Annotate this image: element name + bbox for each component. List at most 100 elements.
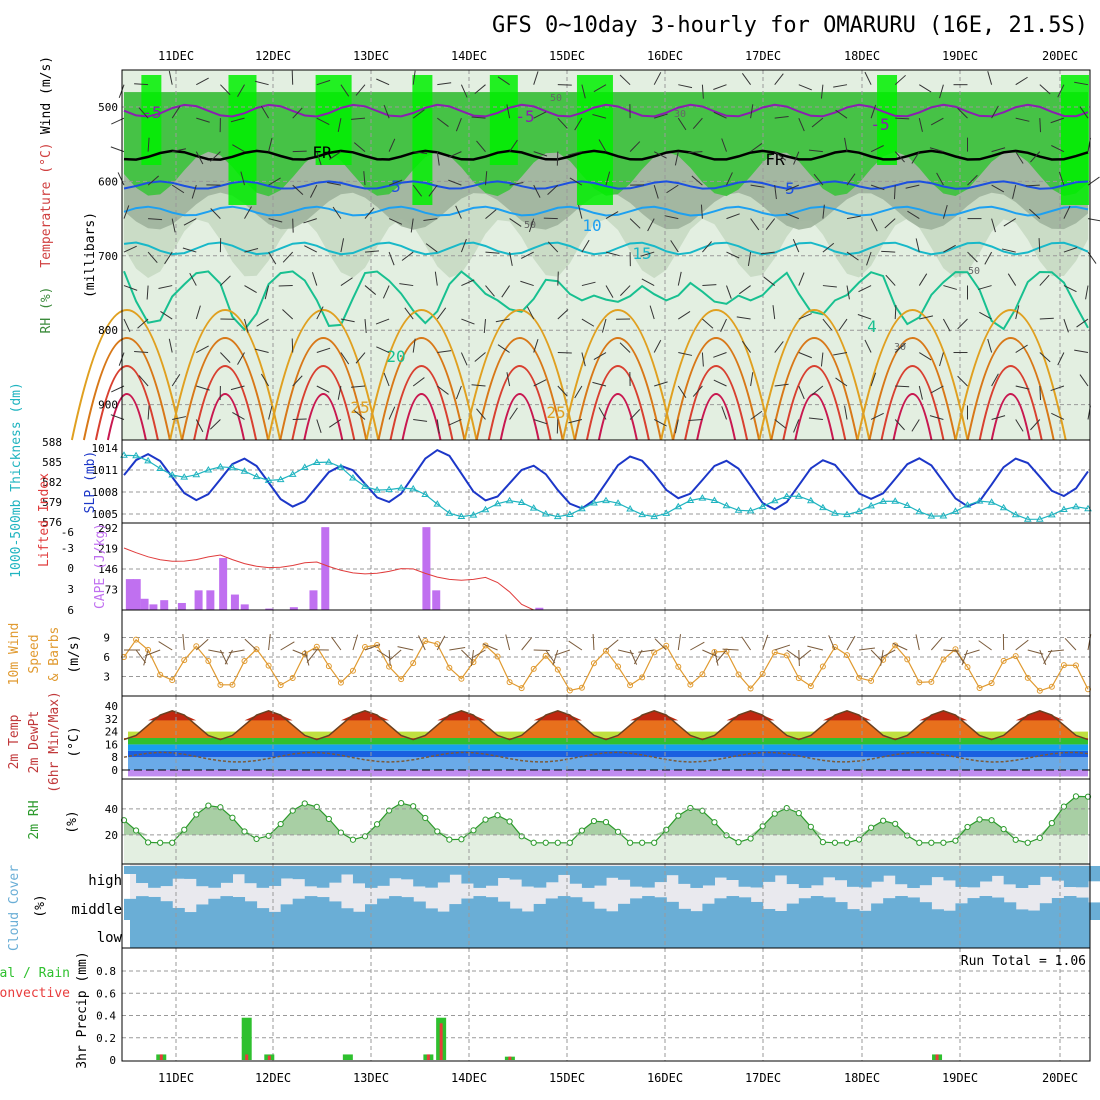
panel-cape-frame <box>121 522 1091 611</box>
rh-marker <box>169 839 176 846</box>
wind-barb-10m <box>195 638 209 651</box>
wind-speed-marker <box>133 636 140 643</box>
wind-barb-10m <box>352 634 359 651</box>
wind-barb <box>930 385 944 394</box>
rh-marker <box>301 800 308 807</box>
thickness-marker <box>144 456 152 464</box>
cloud-mid-cell <box>292 898 306 920</box>
cape-bar <box>177 602 186 610</box>
wind-barb-10m <box>774 644 791 651</box>
wind-barb <box>413 418 428 422</box>
wind-barb <box>864 339 872 353</box>
thickness-marker <box>276 475 285 483</box>
rh-marker <box>132 827 140 834</box>
cloud-mid-cell <box>726 896 740 920</box>
dewpoint-line <box>123 751 1089 763</box>
wind-barb <box>881 250 896 253</box>
wind-barb <box>1074 349 1089 354</box>
warm-isotherm <box>205 393 246 441</box>
warm-isotherm <box>377 337 466 441</box>
wind-barb <box>601 318 607 333</box>
contour-label: FR <box>765 150 785 169</box>
wind-barb <box>244 318 249 333</box>
wind-barb <box>282 309 294 320</box>
wind-barb <box>629 218 641 229</box>
thickness-marker <box>843 510 851 518</box>
wind-speed-marker <box>193 643 200 650</box>
wind-barb <box>260 105 270 119</box>
thickness-marker <box>505 496 514 504</box>
wind-barb <box>844 405 848 420</box>
cloud-high-cell <box>497 866 511 879</box>
cloud-mid-cell <box>220 896 233 920</box>
wind-barb <box>785 212 799 220</box>
wind-barb <box>629 141 641 152</box>
wind-barb-10m <box>143 649 149 666</box>
wind-barb <box>268 218 283 223</box>
cloud-high-cell <box>256 866 270 888</box>
wind-speed-marker <box>313 643 320 650</box>
cloud-high-cell <box>557 866 571 875</box>
warm-isotherm <box>990 393 1031 441</box>
wind-barb-10m <box>306 649 318 663</box>
cloud-high-cell <box>883 866 896 876</box>
cloud-level-label: middle <box>71 902 122 918</box>
warm-isotherm <box>267 309 380 441</box>
wind-barb <box>1030 151 1041 163</box>
wind-barb <box>183 218 197 226</box>
rh-marker <box>795 810 802 817</box>
warm-isotherm <box>770 337 859 441</box>
date-label-bottom: 11DEC <box>158 1071 194 1085</box>
wind-barb-10m <box>521 637 533 651</box>
contour-label: FR <box>312 143 332 162</box>
cloud-high-cell <box>304 866 318 887</box>
warm-isotherm <box>561 309 674 441</box>
contour-label: 50 <box>524 220 536 231</box>
rh-marker <box>578 827 586 834</box>
warm-isotherm <box>954 309 1067 441</box>
wind-barb <box>811 385 824 396</box>
cloud-mid-cell <box>774 911 788 920</box>
wind-barb <box>592 114 607 119</box>
date-label-bottom: 14DEC <box>451 1071 487 1085</box>
wind-barb <box>593 352 607 360</box>
wind-speed-marker <box>1012 653 1019 660</box>
wind-barb <box>1001 248 1016 253</box>
wind-barb <box>412 70 416 85</box>
cloud-high-cell <box>509 866 523 880</box>
wind-barb <box>688 151 703 154</box>
wind-barb <box>327 181 341 186</box>
wind-barb <box>884 218 896 229</box>
wind-barb-10m <box>552 649 559 666</box>
wind-barb <box>533 339 539 353</box>
cloud-mid-cell <box>461 898 474 920</box>
wind-barb <box>654 381 668 387</box>
cloud-high-cell <box>991 866 1005 876</box>
cloud-mid-cell <box>666 901 679 920</box>
tick-label: 0 <box>109 1054 116 1067</box>
wind-barb <box>147 251 158 263</box>
wind-barb <box>303 218 317 224</box>
wind-barb <box>506 372 511 387</box>
wind-speed-marker <box>1060 662 1067 669</box>
warm-isotherm <box>758 309 871 441</box>
cloud-mid-cell <box>630 898 643 920</box>
cloud-mid-cell <box>425 908 438 920</box>
wind-barb <box>905 184 920 189</box>
rh-marker <box>422 814 429 822</box>
rh-marker <box>313 803 320 810</box>
rh-high-patch <box>228 75 257 205</box>
thickness-marker <box>469 511 478 518</box>
rh-marker <box>843 839 851 846</box>
wind-barb <box>713 84 727 90</box>
wind-barb <box>1039 118 1042 133</box>
date-label-top: 12DEC <box>255 49 291 63</box>
cloud-high-cell <box>786 866 800 885</box>
wind-barb <box>147 405 150 420</box>
wind-barb <box>123 285 138 291</box>
rh-marker <box>831 839 839 846</box>
wind-barb <box>455 205 462 219</box>
wind-barb-10m <box>715 649 727 663</box>
wind-barb-10m <box>690 641 705 651</box>
cloud-high-cell <box>569 866 583 884</box>
